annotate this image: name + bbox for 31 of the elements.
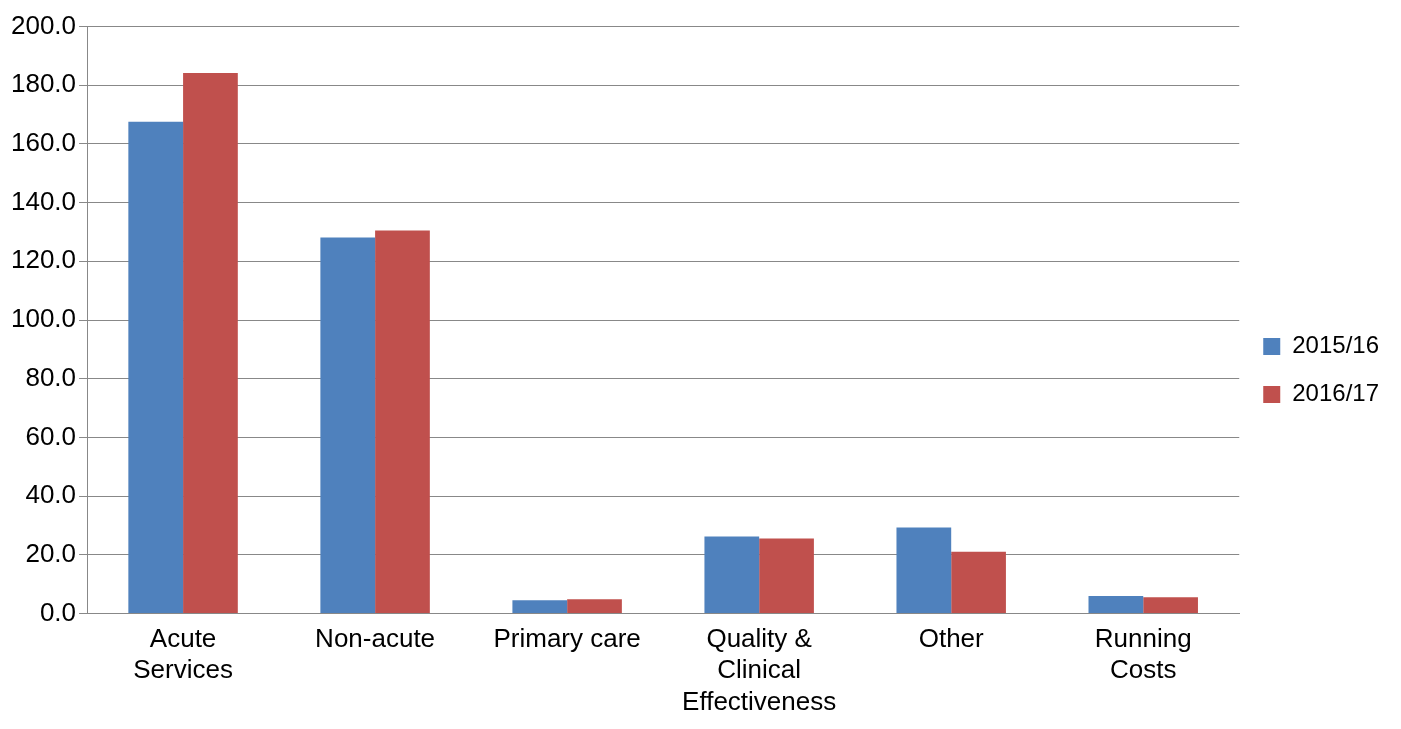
bar — [128, 121, 184, 613]
x-tick-label: Primary care — [493, 623, 641, 654]
y-tick-label: 20.0 — [25, 537, 77, 568]
y-tick-label: 140.0 — [10, 185, 77, 216]
bar — [567, 599, 622, 613]
bar — [320, 237, 376, 613]
legend-label: 2016/17 — [1292, 379, 1380, 407]
y-tick-label: 100.0 — [10, 303, 77, 334]
y-tick-label: 180.0 — [10, 68, 77, 99]
y-tick-label: 0.0 — [39, 596, 77, 627]
bar — [183, 72, 238, 613]
bar — [704, 536, 760, 613]
y-tick-label: 160.0 — [10, 127, 77, 158]
bar — [1088, 596, 1144, 613]
bar — [1143, 597, 1198, 613]
bar — [759, 538, 814, 613]
y-tick-label: 120.0 — [10, 244, 77, 275]
legend-label: 2015/16 — [1292, 331, 1380, 359]
x-tick-label: Running Costs — [1094, 623, 1192, 685]
x-tick-label: Non-acute — [315, 623, 436, 654]
bar — [896, 527, 952, 613]
bar — [512, 600, 568, 613]
y-tick-label: 60.0 — [25, 420, 77, 451]
bar — [951, 551, 1006, 613]
y-tick-label: 80.0 — [25, 361, 77, 392]
y-tick-label: 40.0 — [25, 479, 77, 510]
y-tick-label: 200.0 — [10, 9, 77, 40]
x-tick-label: Other — [918, 623, 985, 654]
bar — [375, 230, 430, 613]
x-tick-label: Quality & Clinical Effectiveness — [682, 623, 837, 716]
x-tick-label: Acute Services — [133, 623, 233, 685]
